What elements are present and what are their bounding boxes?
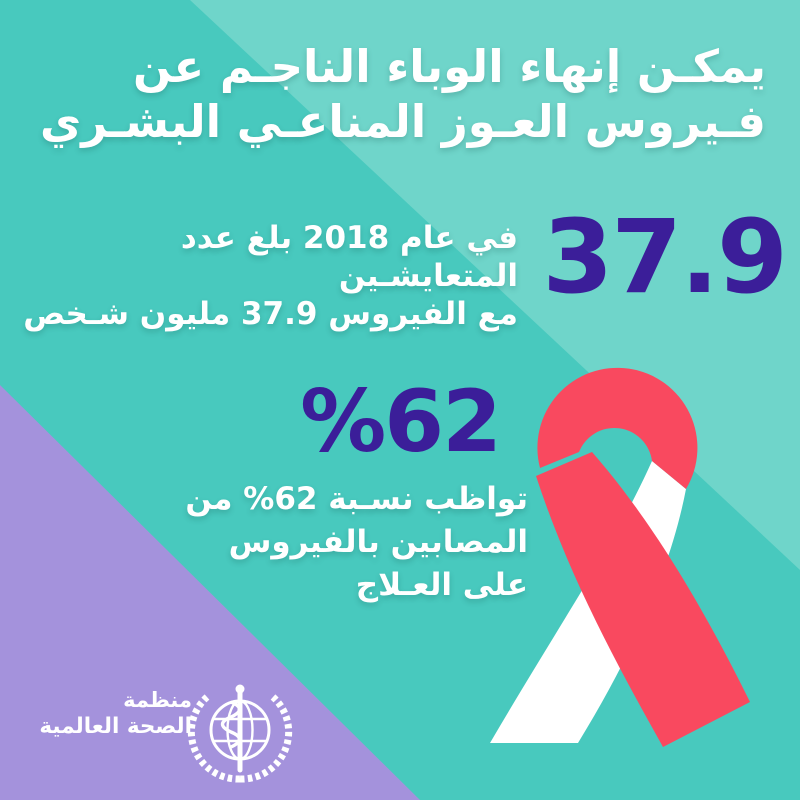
headline: يمكـن إنهاء الوباء الناجـم عن فـيروس الع…	[40, 40, 767, 150]
who-staff-knob	[235, 684, 245, 694]
who-wreath-right	[239, 694, 293, 783]
background-purple-triangle	[0, 385, 420, 800]
stat-379-caption-line1: في عام 2018 بلغ عدد المتعايشـين	[180, 220, 518, 294]
headline-line2: فـيروس العـوز المناعـي البشـري	[40, 94, 767, 148]
stat-379-value: 37.9	[542, 198, 788, 317]
stat-62-caption-line1: تواظب نسـبة 62% من	[185, 481, 528, 517]
ribbon-red-loop	[537, 367, 698, 489]
who-logotype: منظمة الصحة العالمية	[39, 688, 192, 740]
stat-62-caption-line2: المصابين بالفيروس	[228, 523, 528, 560]
stat-379-caption: في عام 2018 بلغ عدد المتعايشـين مع الفير…	[0, 220, 518, 333]
headline-line1: يمكـن إنهاء الوباء الناجـم عن	[133, 40, 767, 93]
stat-379-caption-line2: مع الفيروس 37.9 مليون شـخص	[23, 295, 518, 332]
stat-62-caption-line3: على العـلاج	[355, 566, 528, 603]
stat-62-caption: تواظب نسـبة 62% من المصابين بالفيروس على…	[185, 478, 528, 606]
aids-awareness-ribbon-icon	[490, 367, 750, 747]
who-emblem-icon	[187, 684, 293, 783]
who-snake	[220, 700, 242, 749]
ribbon-red-strand	[536, 452, 750, 747]
who-logotype-line2: الصحة العالمية	[39, 713, 192, 739]
who-logotype-line1: منظمة	[123, 688, 192, 712]
stat-62-value: %62	[300, 372, 502, 472]
who-wreath-left	[187, 694, 241, 783]
